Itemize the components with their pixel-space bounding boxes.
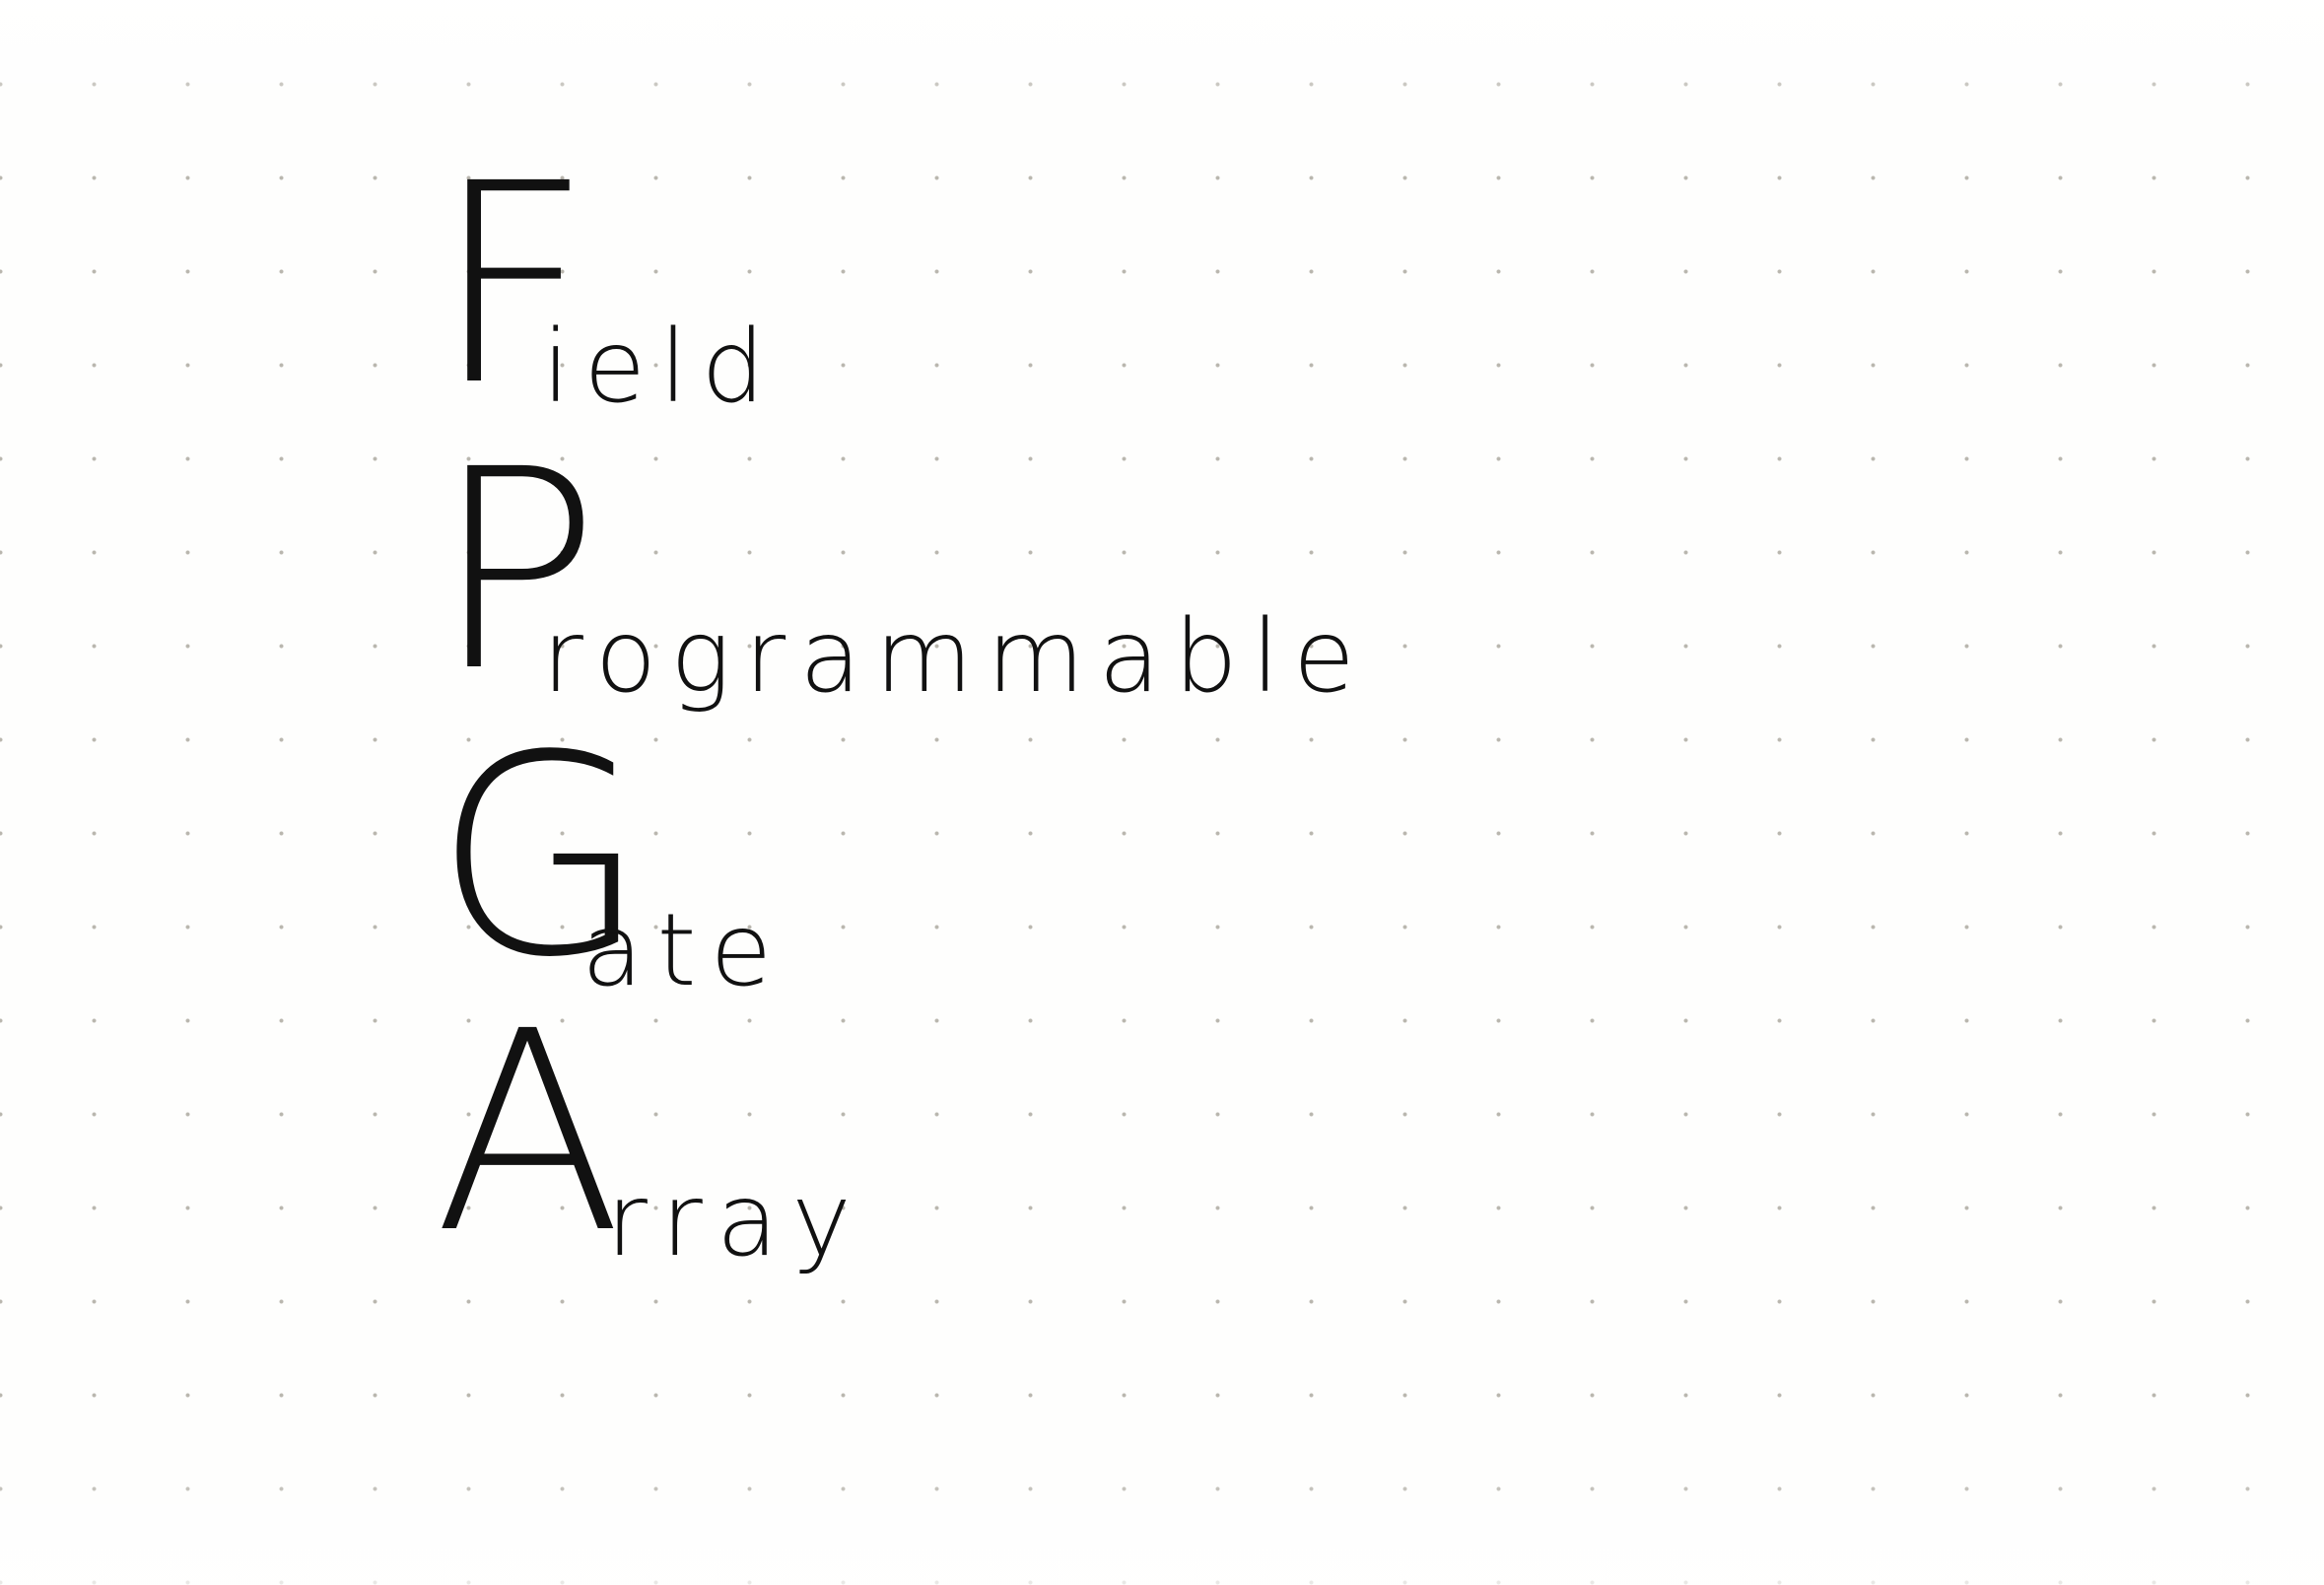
- word-remainder: rray: [606, 1162, 865, 1279]
- word-initial-letter: G: [434, 697, 648, 1018]
- acronym-word-gate: G ate: [434, 697, 1518, 1018]
- word-remainder: rogrammable: [542, 598, 1369, 716]
- acronym-word-array: A rray: [434, 996, 1518, 1272]
- word-initial-letter: P: [434, 411, 600, 732]
- acronym-word-programmable: P rogrammable: [434, 434, 1518, 710]
- word-remainder: ate: [581, 892, 786, 1009]
- acronym-word-field: F ield: [434, 148, 1518, 424]
- word-initial-letter: F: [434, 125, 593, 447]
- word-remainder: ield: [542, 309, 780, 426]
- word-initial-letter: A: [434, 973, 623, 1294]
